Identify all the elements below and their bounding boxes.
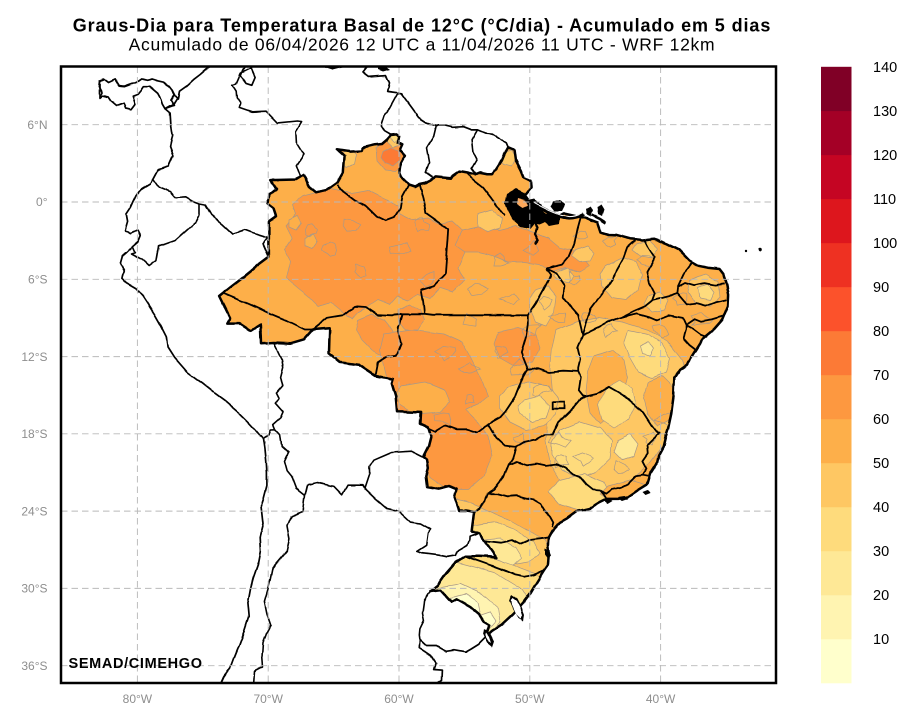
svg-text:140: 140 xyxy=(873,60,897,76)
svg-text:60: 60 xyxy=(873,412,889,428)
svg-text:18°S: 18°S xyxy=(21,427,47,441)
svg-text:12°S: 12°S xyxy=(21,350,47,364)
svg-text:36°S: 36°S xyxy=(21,659,47,673)
svg-text:70: 70 xyxy=(873,368,889,384)
svg-text:80°W: 80°W xyxy=(123,692,153,706)
svg-text:0°: 0° xyxy=(36,195,48,209)
svg-text:50: 50 xyxy=(873,456,889,472)
svg-text:Acumulado de 06/04/2026 12 UTC: Acumulado de 06/04/2026 12 UTC a 11/04/2… xyxy=(129,34,716,54)
svg-text:70°W: 70°W xyxy=(253,692,283,706)
svg-text:60°W: 60°W xyxy=(384,692,414,706)
svg-text:80: 80 xyxy=(873,324,889,340)
svg-text:6°S: 6°S xyxy=(28,273,47,287)
svg-text:130: 130 xyxy=(873,104,897,120)
svg-text:Graus-Dia para Temperatura Bas: Graus-Dia para Temperatura Basal de 12°C… xyxy=(73,16,772,36)
svg-text:10: 10 xyxy=(873,632,889,648)
svg-text:100: 100 xyxy=(873,236,897,252)
svg-text:40°W: 40°W xyxy=(646,692,676,706)
svg-text:24°S: 24°S xyxy=(21,504,47,518)
svg-text:90: 90 xyxy=(873,280,889,296)
svg-text:50°W: 50°W xyxy=(515,692,545,706)
svg-text:40: 40 xyxy=(873,500,889,516)
svg-text:110: 110 xyxy=(873,192,896,208)
svg-text:SEMAD/CIMEHGO: SEMAD/CIMEHGO xyxy=(69,656,203,672)
svg-text:30°S: 30°S xyxy=(21,582,47,596)
svg-text:120: 120 xyxy=(873,148,897,164)
svg-text:6°N: 6°N xyxy=(27,118,47,132)
svg-text:20: 20 xyxy=(873,588,889,604)
svg-text:30: 30 xyxy=(873,544,889,560)
